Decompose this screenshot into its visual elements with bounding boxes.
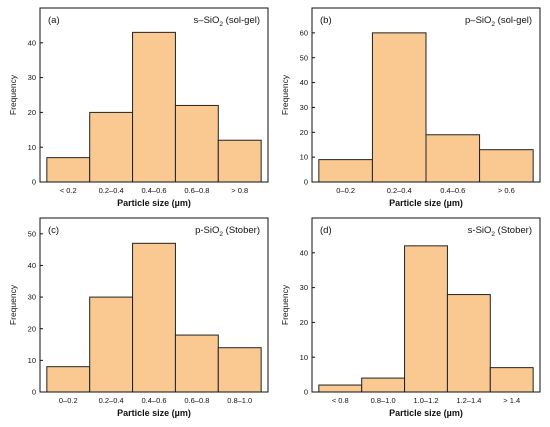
bar-4 <box>174 334 219 393</box>
panel-title: p-SiO2 (Stober) <box>195 225 260 238</box>
y-axis-label: Frequency <box>280 284 290 325</box>
y-tick-label: 30 <box>300 103 308 112</box>
x-tick-label: 0.2–0.4 <box>99 396 124 405</box>
x-tick-label: 1.0–1.2 <box>413 396 438 405</box>
bar-1 <box>318 159 373 183</box>
panel-title: s–SiO2 (sol-gel) <box>194 15 260 28</box>
bar-2 <box>361 377 406 393</box>
y-tick-label: 10 <box>300 353 308 362</box>
y-tick-label: 0 <box>32 178 36 187</box>
x-tick-label: 0.4–0.6 <box>440 186 465 195</box>
y-tick-label: 0 <box>304 178 308 187</box>
y-axis-label: Frequency <box>8 284 18 325</box>
plot-frame <box>39 7 269 183</box>
panel-title: p–SiO2 (sol-gel) <box>465 15 532 28</box>
x-tick-label: 0.4–0.6 <box>141 396 166 405</box>
bar-4 <box>174 104 219 183</box>
bar-2 <box>371 32 427 183</box>
y-tick-label: 50 <box>28 229 36 238</box>
bar-3 <box>404 245 448 393</box>
plot-frame <box>311 217 541 393</box>
y-tick-label: 40 <box>28 38 36 47</box>
panel-tag: (a) <box>48 15 60 26</box>
bar-3 <box>132 31 176 183</box>
panel-tag: (b) <box>320 15 332 26</box>
x-axis-label: Particle size (µm) <box>117 198 191 208</box>
y-tick-label: 0 <box>32 388 36 397</box>
panel-tag: (c) <box>48 225 59 236</box>
x-axis-label: Particle size (µm) <box>389 408 463 418</box>
y-tick-label: 20 <box>300 128 308 137</box>
y-tick-label: 10 <box>28 143 36 152</box>
bar-5 <box>217 347 262 393</box>
x-tick-label: > 0.8 <box>231 186 248 195</box>
y-tick-label: 30 <box>300 283 308 292</box>
x-tick-label: 0.4–0.6 <box>141 186 166 195</box>
bar-4 <box>479 149 534 183</box>
x-tick-label: 0.2–0.4 <box>99 186 124 195</box>
y-tick-label: 40 <box>300 248 308 257</box>
y-tick-label: 60 <box>300 28 308 37</box>
x-axis-label: Particle size (µm) <box>389 198 463 208</box>
panel-title: s-SiO2 (Stober) <box>468 225 532 238</box>
x-tick-label: 0.8–1.0 <box>227 396 252 405</box>
y-tick-label: 40 <box>28 261 36 270</box>
x-tick-label: 0.6–0.8 <box>184 396 209 405</box>
panel-2: 0 10 20 30 40 50 60 0–0.2 0.2–0.4 0.4–0.6 > 0.6 Par… <box>280 7 541 208</box>
y-axis-label: Frequency <box>280 74 290 115</box>
bar-3 <box>132 242 176 393</box>
y-tick-label: 10 <box>28 356 36 365</box>
plot-frame <box>39 217 269 393</box>
bar-2 <box>89 111 134 183</box>
bar-1 <box>318 384 363 393</box>
x-tick-label: 0–0.2 <box>59 396 78 405</box>
x-axis-label: Particle size (µm) <box>117 408 191 418</box>
x-tick-label: 0.6–0.8 <box>184 186 209 195</box>
bar-1 <box>46 366 91 393</box>
x-tick-label: 0.8–1.0 <box>371 396 396 405</box>
bar-2 <box>89 296 134 393</box>
x-tick-label: 0–0.2 <box>336 186 355 195</box>
y-tick-label: 10 <box>300 153 308 162</box>
plot-frame <box>311 7 541 183</box>
panel-tag: (d) <box>320 225 332 236</box>
panel-1: 0 10 20 30 40 < 0.2 0.2–0.4 0.4–0.6 0.6–0.8 > 0.8… <box>8 7 269 208</box>
x-tick-label: > 1.4 <box>503 396 520 405</box>
y-tick-label: 0 <box>304 388 308 397</box>
bar-3 <box>425 134 481 183</box>
x-tick-label: > 0.6 <box>498 186 515 195</box>
bar-1 <box>46 157 91 183</box>
y-tick-label: 20 <box>28 324 36 333</box>
x-tick-label: 1.2–1.4 <box>456 396 481 405</box>
y-tick-label: 40 <box>300 78 308 87</box>
y-tick-label: 50 <box>300 53 308 62</box>
y-tick-label: 20 <box>28 108 36 117</box>
y-tick-label: 30 <box>28 73 36 82</box>
x-tick-label: 0.2–0.4 <box>387 186 412 195</box>
y-axis-label: Frequency <box>8 74 18 115</box>
x-tick-label: < 0.8 <box>332 396 349 405</box>
panel-4: 0 10 20 30 40 < 0.8 0.8–1.0 1.0–1.2 1.2–1.4 > 1.4… <box>280 217 541 418</box>
bar-5 <box>489 367 534 393</box>
y-tick-label: 20 <box>300 318 308 327</box>
panel-3: 0 10 20 30 40 50 0–0.2 0.2–0.4 0.4–0.6 0.6–0.8 0.8… <box>8 217 269 418</box>
y-tick-label: 30 <box>28 293 36 302</box>
bar-5 <box>217 139 262 183</box>
bar-4 <box>446 294 491 393</box>
x-tick-label: < 0.2 <box>60 186 77 195</box>
